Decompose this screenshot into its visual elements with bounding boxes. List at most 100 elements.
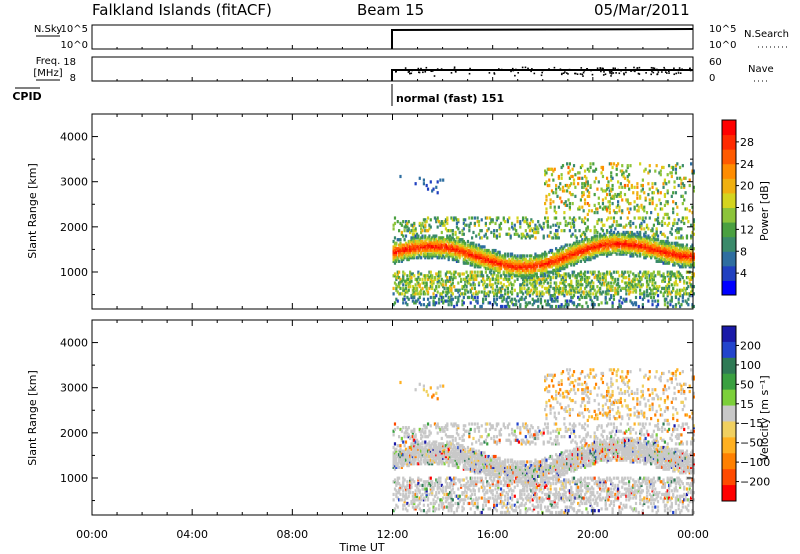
power-cell (513, 261, 516, 265)
power-cell (473, 250, 476, 254)
power-cell (497, 276, 500, 280)
power-cell (411, 243, 414, 247)
power-cell (589, 256, 592, 260)
power-cell (566, 250, 569, 254)
power-cell (448, 276, 452, 280)
power-cell (510, 265, 514, 269)
velocity-cell (403, 503, 406, 507)
power-cell (486, 236, 489, 240)
power-cell (661, 248, 664, 253)
velocity-cell (406, 462, 409, 466)
power-cell (561, 266, 565, 271)
power-cell (524, 266, 527, 271)
power-cell (588, 191, 591, 195)
power-cell (451, 254, 454, 258)
power-cell (566, 248, 569, 253)
power-cell (643, 169, 646, 173)
power-cell (684, 250, 687, 254)
power-cell (490, 259, 493, 263)
power-cell (491, 290, 494, 294)
power-cell (662, 276, 665, 280)
power-cell (440, 245, 443, 249)
power-cell (589, 285, 592, 289)
power-cell (508, 216, 511, 220)
power-cell (568, 283, 571, 287)
velocity-cell (410, 482, 413, 486)
power-cell (545, 211, 548, 215)
velocity-cell (409, 462, 412, 466)
power-cell (451, 232, 454, 236)
power-cell (450, 294, 453, 298)
power-cell (556, 261, 559, 265)
power-cell (574, 194, 577, 198)
power-cell (400, 247, 403, 251)
velocity-cell (404, 489, 408, 493)
velocity-cell (436, 454, 439, 459)
power-cell (659, 191, 662, 195)
power-cell (557, 288, 560, 292)
power-cell (444, 294, 448, 298)
power-cell (574, 245, 577, 249)
power-cell (494, 248, 497, 253)
power-cell (513, 266, 516, 271)
power-cell (651, 281, 654, 285)
power-cell (678, 243, 682, 247)
power-cell (420, 223, 423, 227)
power-cell (659, 207, 662, 211)
power-cell (556, 299, 559, 303)
power-cell (429, 285, 432, 289)
power-cell (667, 290, 671, 294)
power-cell (674, 295, 678, 300)
power-cell (623, 232, 627, 236)
velocity-cell (410, 460, 413, 464)
power-cell (422, 225, 426, 229)
power-cell (673, 281, 676, 285)
power-cell (402, 286, 405, 291)
power-cell (599, 241, 602, 245)
power-cell (603, 236, 606, 240)
power-cell (550, 236, 554, 240)
power-cell (487, 250, 490, 254)
power-cell (608, 211, 611, 215)
power-cell (549, 297, 552, 301)
power-cell (645, 225, 649, 229)
velocity-cell (395, 483, 398, 488)
velocity-cell (395, 462, 398, 466)
power-cell (559, 187, 562, 191)
power-cell (424, 243, 427, 247)
power-cell (420, 243, 423, 247)
power-cell (506, 265, 510, 269)
power-cell (614, 288, 617, 292)
velocity-cell (429, 424, 432, 428)
power-cell (605, 207, 609, 211)
power-cell (556, 250, 559, 254)
power-cell (556, 248, 559, 253)
power-cell (681, 256, 684, 260)
power-cell (443, 243, 446, 247)
power-cell (592, 245, 595, 249)
velocity-cell (420, 445, 423, 450)
power-cell (640, 245, 643, 249)
power-cell (579, 294, 583, 298)
velocity-cell (410, 500, 413, 504)
power-cell (447, 241, 450, 245)
power-cell (527, 225, 530, 229)
power-cell (564, 279, 567, 283)
power-cell (471, 270, 474, 274)
power-cell (400, 230, 403, 235)
power-cell (437, 220, 441, 224)
power-cell (509, 254, 512, 258)
power-cell (479, 245, 482, 249)
power-cell (406, 225, 409, 229)
nave-point (650, 66, 653, 69)
power-cell (461, 299, 464, 303)
power-cell (593, 256, 596, 260)
power-cell (407, 257, 410, 262)
power-cell (552, 272, 555, 276)
power-cell (531, 274, 534, 278)
velocity-cell (409, 476, 412, 480)
power-cell (539, 292, 543, 296)
power-cell (575, 290, 578, 294)
power-cell (643, 209, 646, 213)
power-cell (458, 230, 461, 235)
